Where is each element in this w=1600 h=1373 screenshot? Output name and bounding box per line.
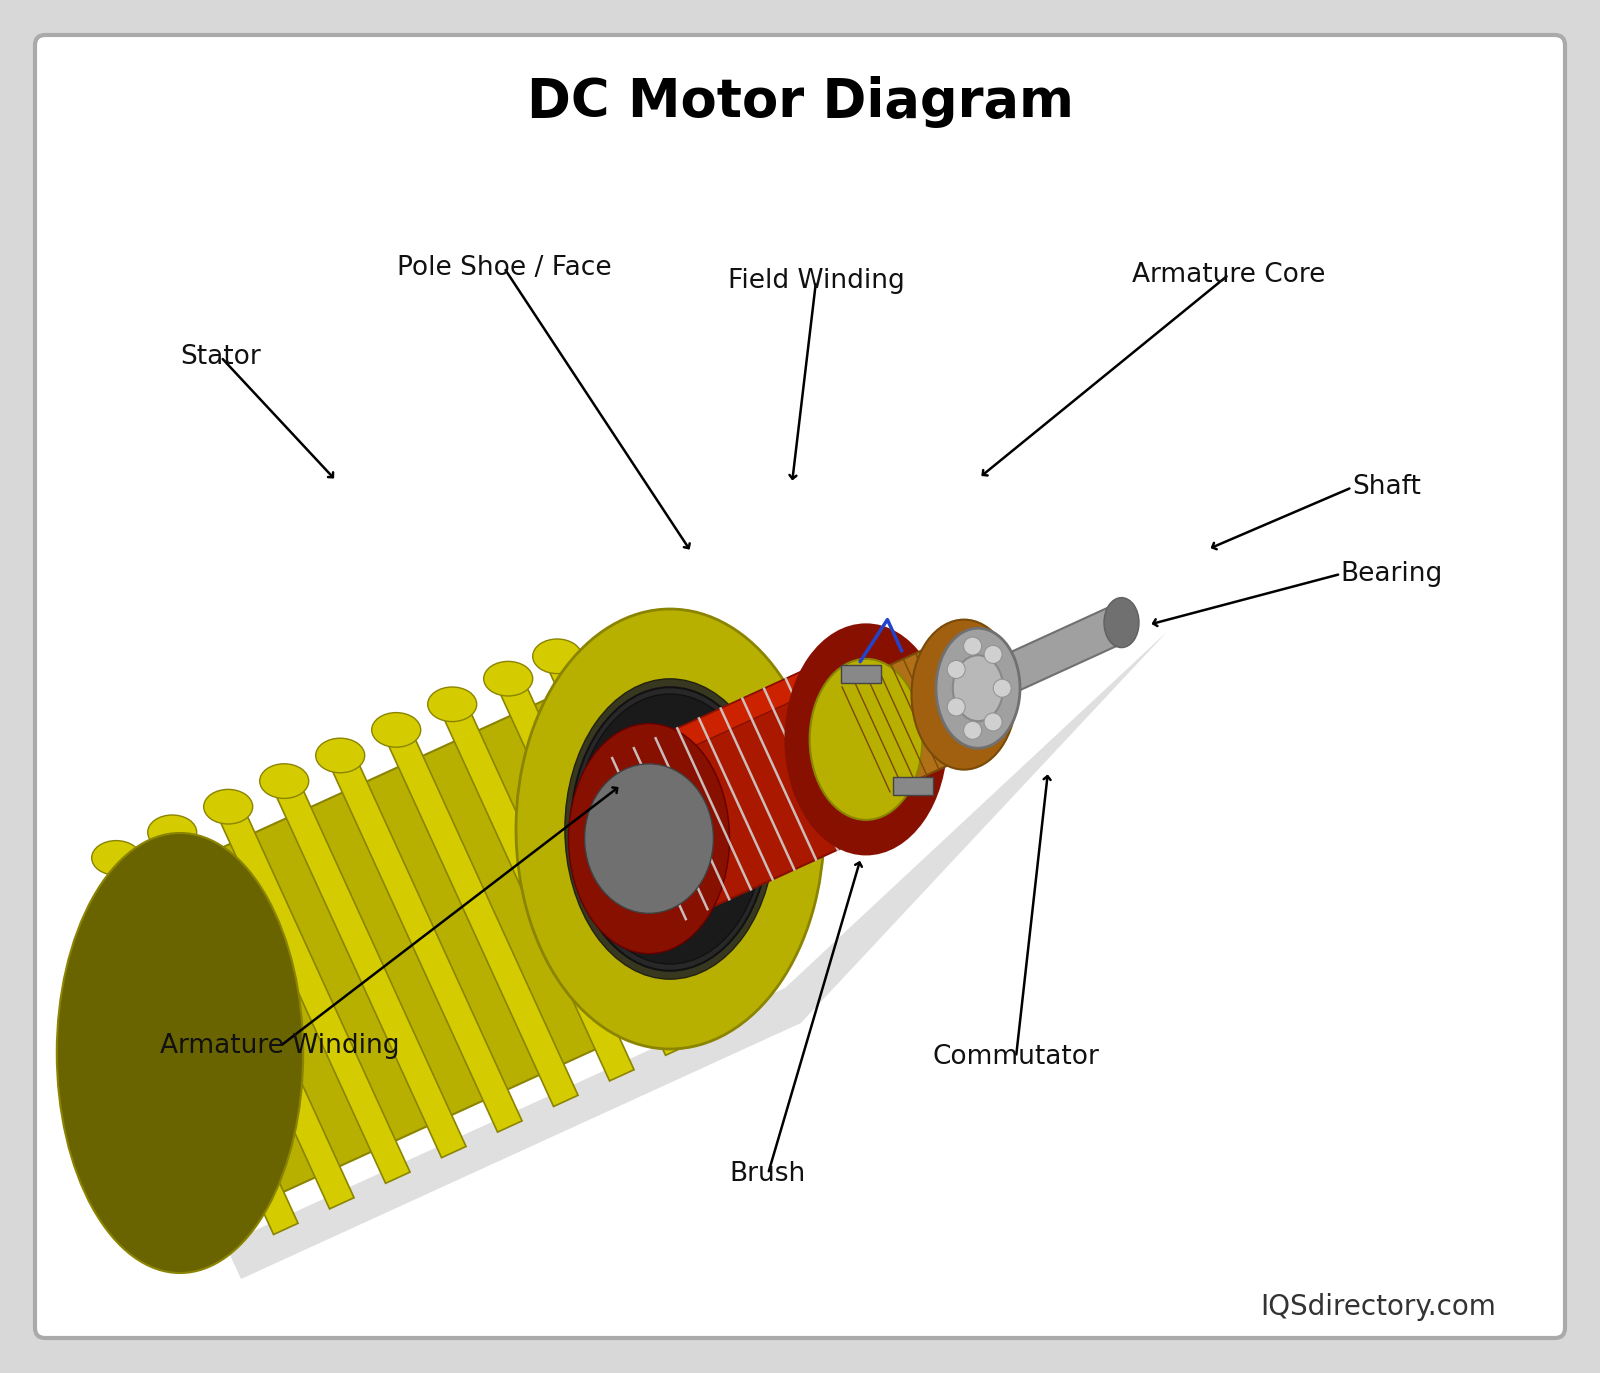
Ellipse shape: [576, 693, 765, 964]
Circle shape: [947, 660, 965, 678]
Circle shape: [947, 697, 965, 715]
Polygon shape: [160, 827, 354, 1208]
Ellipse shape: [315, 739, 365, 773]
Text: Armature Core: Armature Core: [1133, 262, 1325, 287]
Text: Armature Winding: Armature Winding: [160, 1034, 400, 1059]
Circle shape: [994, 680, 1011, 697]
Ellipse shape: [427, 686, 477, 722]
Ellipse shape: [533, 638, 582, 674]
Polygon shape: [104, 853, 298, 1234]
Text: Commutator: Commutator: [933, 1045, 1099, 1070]
Ellipse shape: [371, 713, 421, 747]
Text: Brush: Brush: [730, 1162, 806, 1186]
Polygon shape: [216, 800, 410, 1184]
Polygon shape: [440, 699, 634, 1081]
Ellipse shape: [786, 625, 947, 854]
Ellipse shape: [203, 789, 253, 824]
Ellipse shape: [952, 655, 1003, 721]
Text: DC Motor Diagram: DC Motor Diagram: [526, 76, 1074, 128]
Ellipse shape: [574, 693, 765, 965]
Bar: [842, 665, 882, 682]
Ellipse shape: [810, 659, 922, 820]
Ellipse shape: [259, 763, 309, 799]
Ellipse shape: [584, 763, 714, 913]
Ellipse shape: [568, 724, 730, 954]
Text: Stator: Stator: [181, 345, 261, 369]
Circle shape: [963, 637, 982, 655]
Ellipse shape: [574, 692, 765, 965]
Polygon shape: [973, 605, 1130, 704]
Ellipse shape: [576, 693, 765, 964]
Ellipse shape: [515, 610, 824, 1049]
Polygon shape: [613, 659, 902, 919]
Polygon shape: [272, 776, 466, 1157]
Ellipse shape: [56, 833, 304, 1273]
Ellipse shape: [565, 678, 774, 979]
Circle shape: [984, 713, 1002, 730]
Polygon shape: [496, 673, 690, 1056]
Circle shape: [984, 645, 1002, 663]
Ellipse shape: [483, 662, 533, 696]
Text: Pole Shoe / Face: Pole Shoe / Face: [397, 255, 611, 280]
Polygon shape: [328, 750, 522, 1133]
Text: Shaft: Shaft: [1352, 475, 1421, 500]
Polygon shape: [109, 676, 741, 1207]
Text: Bearing: Bearing: [1341, 562, 1443, 586]
Ellipse shape: [571, 688, 770, 971]
Text: Field Winding: Field Winding: [728, 269, 904, 294]
Polygon shape: [384, 725, 578, 1107]
Ellipse shape: [147, 816, 197, 850]
Polygon shape: [226, 632, 1168, 1280]
Polygon shape: [613, 659, 848, 774]
Ellipse shape: [91, 840, 141, 875]
Ellipse shape: [936, 629, 1021, 748]
Circle shape: [963, 721, 982, 739]
Ellipse shape: [590, 718, 749, 939]
Ellipse shape: [912, 619, 1016, 770]
FancyBboxPatch shape: [35, 34, 1565, 1339]
Polygon shape: [546, 651, 739, 1032]
Text: IQSdirectory.com: IQSdirectory.com: [1261, 1293, 1496, 1321]
Bar: [893, 777, 933, 795]
Ellipse shape: [1104, 597, 1139, 648]
Polygon shape: [842, 643, 989, 792]
